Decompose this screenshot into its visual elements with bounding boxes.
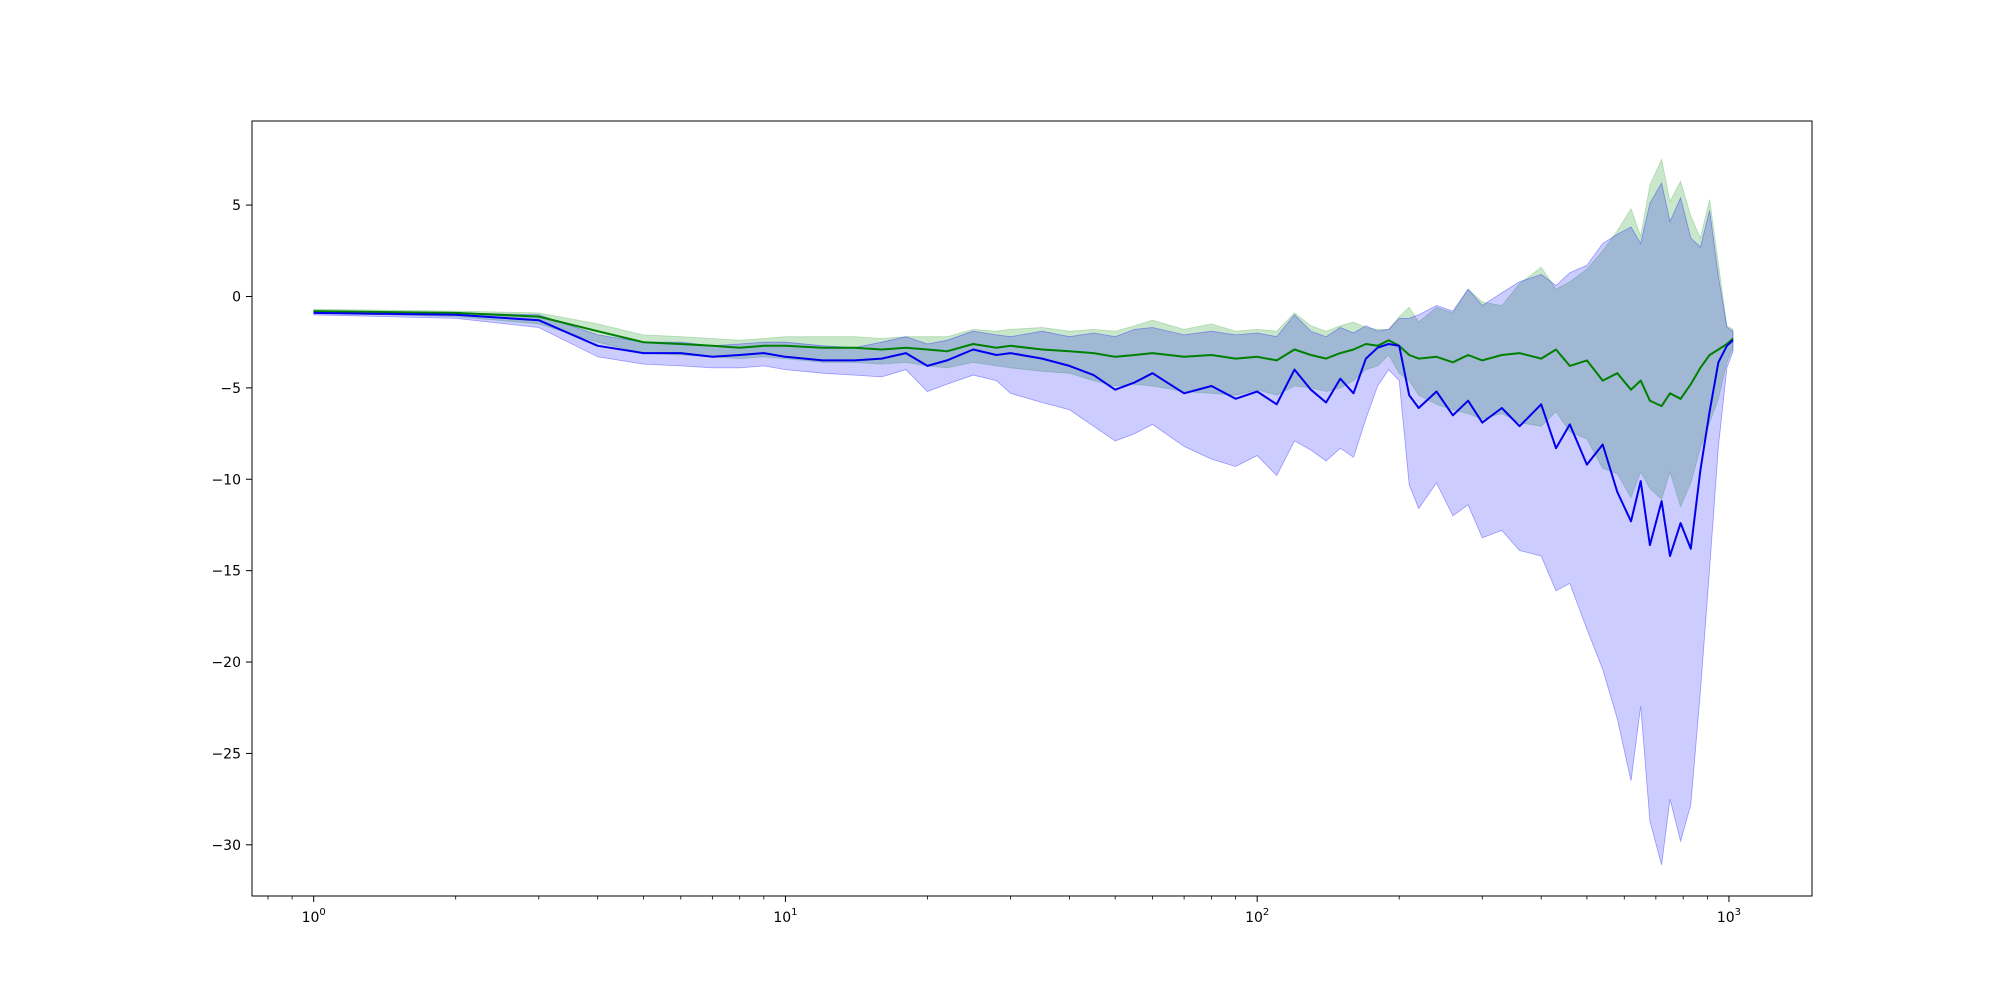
- x-tick-label: 102: [1245, 907, 1269, 926]
- x-tick-label: 103: [1717, 907, 1741, 926]
- series-lines: [313, 310, 1734, 557]
- y-tick-label: −5: [220, 381, 241, 397]
- x-tick-label: 101: [773, 907, 797, 926]
- y-tick-label: −30: [211, 838, 241, 854]
- series-1-line: [313, 310, 1734, 408]
- y-tick-label: 0: [232, 289, 241, 305]
- y-tick-label: 5: [232, 198, 241, 214]
- axes-frame: [251, 120, 1813, 897]
- plot-area: [252, 121, 1812, 896]
- x-axis: 100 101 102 103: [267, 896, 1741, 926]
- y-axis: 5 0 −5 −10 −15 −20 −25 −30: [211, 198, 252, 854]
- y-tick-label: −25: [211, 746, 241, 762]
- series-2-line: [313, 311, 1734, 557]
- y-tick-label: −20: [211, 655, 241, 671]
- x-tick-label: 100: [302, 907, 326, 926]
- y-tick-label: −10: [211, 472, 241, 488]
- series-1-band: [313, 158, 1734, 508]
- y-tick-label: −15: [211, 564, 241, 580]
